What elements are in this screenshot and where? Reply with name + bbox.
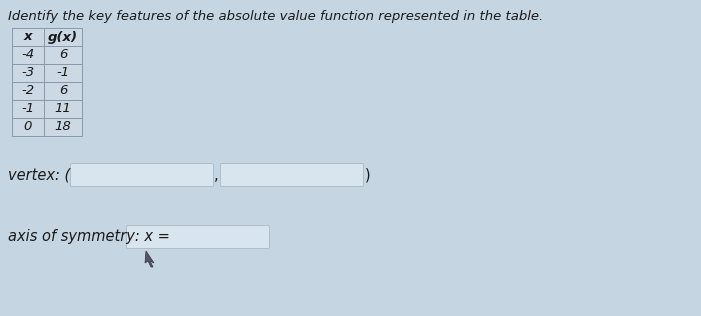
- FancyBboxPatch shape: [126, 226, 269, 248]
- Text: -4: -4: [22, 48, 34, 62]
- Text: 0: 0: [24, 120, 32, 133]
- Text: Identify the key features of the absolute value function represented in the tabl: Identify the key features of the absolut…: [8, 10, 543, 23]
- Text: ,: ,: [214, 167, 219, 183]
- Text: x: x: [24, 31, 32, 44]
- Bar: [44, 100, 82, 118]
- Text: -2: -2: [22, 84, 34, 98]
- Text: ): ): [365, 167, 371, 183]
- Text: 6: 6: [59, 84, 67, 98]
- Polygon shape: [145, 251, 154, 267]
- Text: -1: -1: [57, 66, 69, 80]
- Bar: [44, 28, 82, 46]
- Bar: [12, 64, 44, 82]
- Text: axis of symmetry: x =: axis of symmetry: x =: [8, 229, 170, 245]
- FancyBboxPatch shape: [221, 163, 364, 186]
- Bar: [12, 82, 44, 100]
- Bar: [12, 46, 44, 64]
- Text: -3: -3: [22, 66, 34, 80]
- Text: vertex: (: vertex: (: [8, 167, 70, 183]
- Text: 6: 6: [59, 48, 67, 62]
- Bar: [44, 118, 82, 136]
- Bar: [44, 46, 82, 64]
- Bar: [44, 64, 82, 82]
- Text: -1: -1: [22, 102, 34, 116]
- Text: g(x): g(x): [48, 31, 78, 44]
- Text: 18: 18: [55, 120, 72, 133]
- Bar: [12, 118, 44, 136]
- FancyBboxPatch shape: [71, 163, 214, 186]
- Bar: [44, 82, 82, 100]
- Bar: [12, 100, 44, 118]
- Bar: [12, 28, 44, 46]
- Text: 11: 11: [55, 102, 72, 116]
